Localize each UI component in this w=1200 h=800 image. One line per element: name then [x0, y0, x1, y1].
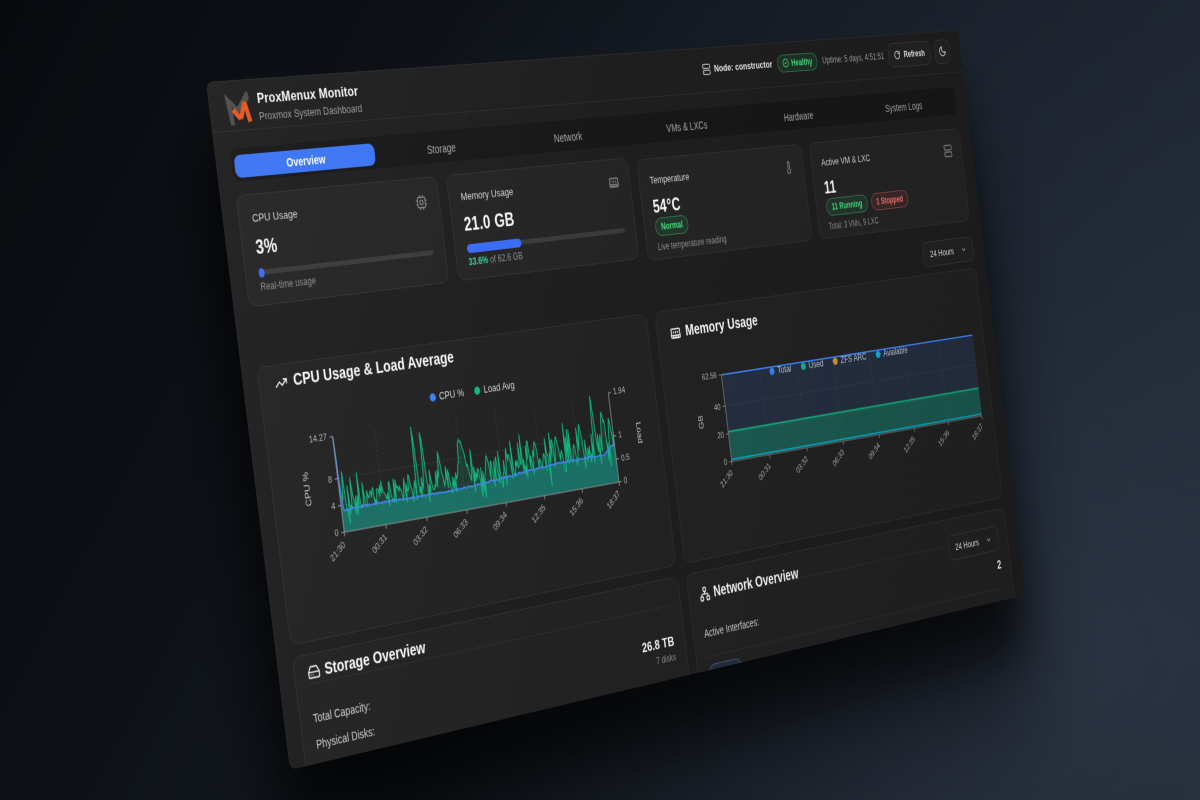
svg-text:06:33: 06:33 [831, 447, 845, 468]
svg-text:CPU %: CPU % [301, 471, 314, 507]
svg-text:00:31: 00:31 [757, 461, 772, 483]
svg-text:06:33: 06:33 [452, 517, 470, 541]
svg-text:20: 20 [717, 429, 725, 440]
svg-text:15:36: 15:36 [568, 495, 584, 518]
svg-text:12:35: 12:35 [530, 502, 547, 525]
svg-text:Load: Load [634, 421, 644, 444]
svg-text:09:34: 09:34 [491, 509, 508, 532]
svg-text:1: 1 [618, 429, 623, 440]
svg-text:62.56: 62.56 [701, 370, 717, 382]
svg-text:0: 0 [723, 457, 727, 467]
svg-text:18:37: 18:37 [971, 422, 984, 442]
svg-text:18:37: 18:37 [605, 488, 621, 511]
svg-text:14.27: 14.27 [308, 432, 327, 446]
svg-text:4: 4 [331, 501, 336, 512]
svg-text:03:32: 03:32 [412, 524, 430, 548]
svg-text:09:34: 09:34 [867, 441, 881, 462]
svg-text:GB: GB [697, 415, 706, 430]
svg-text:12:35: 12:35 [903, 434, 917, 455]
svg-text:15:36: 15:36 [937, 428, 950, 449]
svg-text:0.5: 0.5 [620, 451, 630, 462]
svg-text:40: 40 [713, 402, 721, 413]
svg-text:1.94: 1.94 [612, 385, 625, 397]
svg-text:21:30: 21:30 [328, 539, 347, 563]
svg-text:21:30: 21:30 [719, 468, 734, 490]
svg-text:8: 8 [327, 474, 332, 485]
svg-text:00:31: 00:31 [370, 531, 388, 555]
svg-text:0: 0 [623, 475, 628, 486]
svg-text:03:32: 03:32 [795, 454, 810, 475]
svg-text:0: 0 [334, 528, 339, 539]
